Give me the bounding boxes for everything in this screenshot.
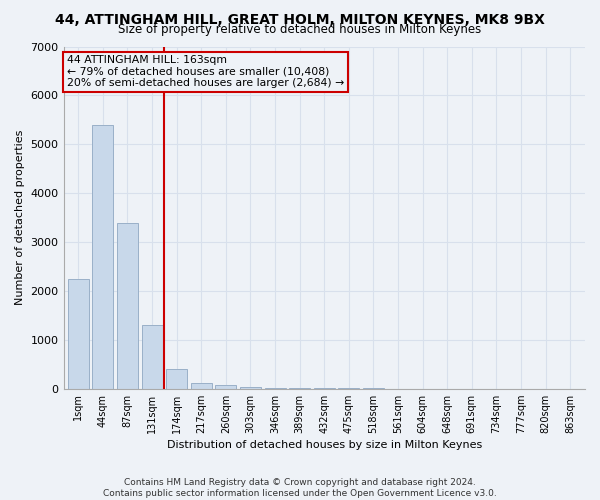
Text: Size of property relative to detached houses in Milton Keynes: Size of property relative to detached ho… bbox=[118, 24, 482, 36]
Y-axis label: Number of detached properties: Number of detached properties bbox=[15, 130, 25, 306]
Bar bbox=[92, 124, 113, 388]
Text: 44 ATTINGHAM HILL: 163sqm
← 79% of detached houses are smaller (10,408)
20% of s: 44 ATTINGHAM HILL: 163sqm ← 79% of detac… bbox=[67, 56, 344, 88]
Text: 44, ATTINGHAM HILL, GREAT HOLM, MILTON KEYNES, MK8 9BX: 44, ATTINGHAM HILL, GREAT HOLM, MILTON K… bbox=[55, 12, 545, 26]
Bar bbox=[142, 325, 163, 388]
Bar bbox=[117, 224, 138, 388]
Bar bbox=[215, 385, 236, 388]
X-axis label: Distribution of detached houses by size in Milton Keynes: Distribution of detached houses by size … bbox=[167, 440, 482, 450]
Bar bbox=[68, 278, 89, 388]
Bar bbox=[240, 386, 261, 388]
Bar bbox=[166, 369, 187, 388]
Bar bbox=[191, 383, 212, 388]
Text: Contains HM Land Registry data © Crown copyright and database right 2024.
Contai: Contains HM Land Registry data © Crown c… bbox=[103, 478, 497, 498]
